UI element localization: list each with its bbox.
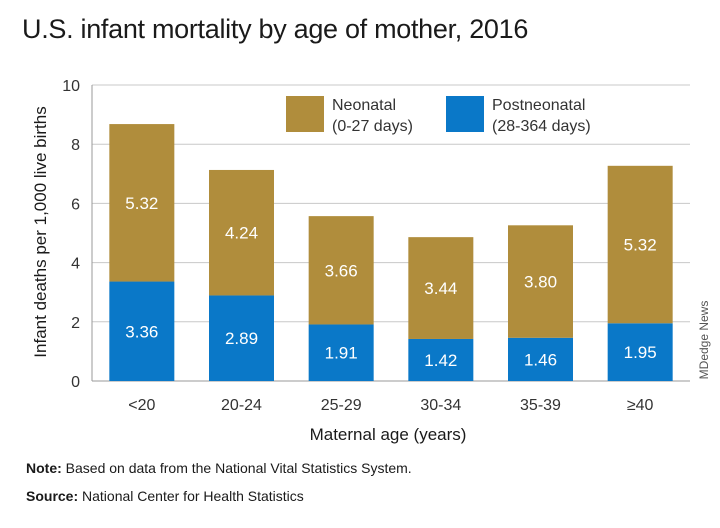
source: Source: National Center for Health Stati… — [26, 488, 304, 504]
bar-postneonatal-2 — [308, 324, 374, 381]
legend-label-neonatal: Neonatal — [332, 97, 396, 114]
data-label-postneonatal: 1.42 — [424, 351, 457, 370]
data-label-postneonatal: 2.89 — [225, 329, 258, 348]
data-label-postneonatal: 3.36 — [125, 322, 158, 341]
bars: 3.36 5.32 2.89 4.24 1.91 3.66 1.42 3.44 1.46 3.80… — [109, 124, 673, 381]
data-label-neonatal: 4.24 — [225, 224, 258, 243]
bar-neonatal-2 — [308, 216, 374, 325]
x-axis-ticks: <20 20-24 25-29 30-34 35-39 ≥40 — [128, 397, 653, 414]
data-label-neonatal: 3.66 — [325, 261, 358, 280]
data-label-neonatal: 5.32 — [125, 194, 158, 213]
data-label-neonatal: 3.80 — [524, 273, 557, 292]
x-axis-label: Maternal age (years) — [310, 425, 467, 444]
data-label-postneonatal: 1.91 — [325, 344, 358, 363]
y-tick-label: 4 — [71, 256, 80, 273]
bar-postneonatal-1 — [209, 295, 274, 381]
y-axis-label: Infant deaths per 1,000 live births — [31, 106, 50, 357]
bar-postneonatal-5 — [607, 323, 673, 381]
x-tick-label: ≥40 — [627, 397, 654, 414]
y-tick-label: 2 — [71, 315, 80, 332]
x-tick-label: 30-34 — [420, 397, 461, 414]
x-tick-label: 25-29 — [321, 397, 362, 414]
legend: Neonatal (0-27 days) Postneonatal (28-36… — [286, 96, 591, 135]
bar-postneonatal-3 — [408, 338, 474, 381]
x-tick-label: <20 — [128, 397, 155, 414]
y-tick-label: 10 — [62, 78, 80, 95]
y-tick-label: 0 — [71, 374, 80, 391]
legend-label-postneonatal: Postneonatal — [492, 97, 585, 114]
bar-postneonatal-0 — [109, 281, 175, 381]
source-text: National Center for Health Statistics — [78, 488, 304, 504]
chart-title: U.S. infant mortality by age of mother, … — [22, 14, 529, 44]
note: Note: Based on data from the National Vi… — [26, 460, 412, 476]
bar-neonatal-5 — [607, 165, 673, 324]
y-tick-label: 6 — [71, 196, 80, 213]
data-label-neonatal: 3.44 — [424, 279, 457, 298]
gridlines — [91, 84, 690, 382]
note-text: Based on data from the National Vital St… — [61, 460, 412, 476]
x-tick-label: 35-39 — [520, 397, 561, 414]
legend-sublabel-neonatal: (0-27 days) — [332, 118, 413, 135]
credit-label: MDedge News — [697, 301, 711, 380]
y-axis-ticks: 0 2 4 6 8 10 — [62, 78, 80, 391]
legend-sublabel-postneonatal: (28-364 days) — [492, 118, 591, 135]
data-label-neonatal: 5.32 — [624, 236, 657, 255]
legend-swatch-postneonatal — [446, 96, 484, 132]
data-label-postneonatal: 1.46 — [524, 350, 557, 369]
source-label: Source: — [26, 488, 79, 504]
x-tick-label: 20-24 — [221, 397, 262, 414]
bar-neonatal-1 — [209, 169, 274, 296]
bar-neonatal-0 — [109, 124, 175, 282]
data-label-postneonatal: 1.95 — [624, 343, 657, 362]
note-label: Note: — [26, 460, 62, 476]
y-tick-label: 8 — [71, 137, 80, 154]
legend-swatch-neonatal — [286, 96, 324, 132]
bar-neonatal-3 — [408, 237, 474, 339]
bar-postneonatal-4 — [508, 337, 573, 381]
bar-neonatal-4 — [508, 225, 573, 338]
